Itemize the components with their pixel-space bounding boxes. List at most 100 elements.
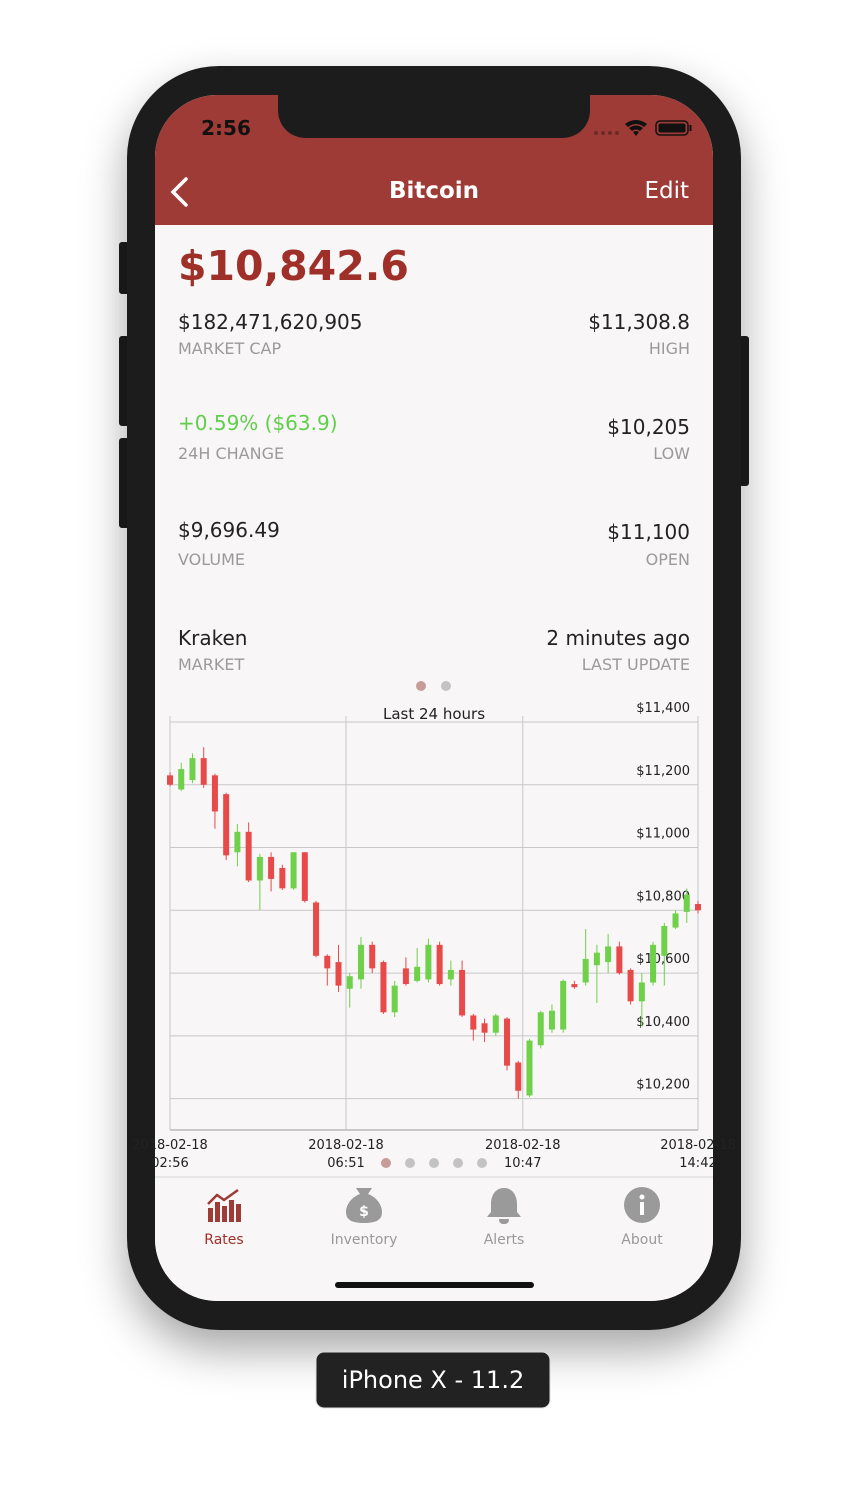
notch: [278, 95, 590, 138]
status-time: 2:56: [201, 116, 251, 140]
page-dot: [477, 1158, 487, 1168]
status-icons: [594, 120, 692, 136]
candle-body: [548, 1010, 555, 1030]
home-indicator: [335, 1282, 534, 1288]
candle-body: [324, 955, 331, 969]
candle-body: [661, 926, 668, 956]
y-tick-label: $10,400: [636, 1015, 690, 1030]
stat-label: MARKET: [178, 655, 245, 674]
tab-bar: [155, 1177, 713, 1301]
edit-button[interactable]: Edit: [644, 178, 689, 204]
about-icon[interactable]: [624, 1187, 660, 1223]
candle-body: [290, 852, 297, 889]
device-label-box: [315, 1351, 551, 1409]
candle-body: [346, 976, 353, 989]
stat-label: LAST UPDATE: [581, 655, 690, 674]
stat-value: Kraken: [178, 626, 248, 650]
page-dot: [441, 681, 451, 691]
candle-body: [167, 775, 173, 785]
tab-label[interactable]: Alerts: [483, 1232, 525, 1248]
candle-body: [504, 1018, 511, 1066]
candle-body: [425, 944, 432, 980]
candle-body: [234, 831, 241, 853]
x-tick-label: 2018-02-18 02:56: [132, 1138, 208, 1171]
stat-value: $182,471,620,905: [178, 310, 363, 334]
y-tick-label: $11,200: [636, 764, 690, 779]
candle-body: [650, 944, 657, 983]
side-button: [119, 438, 129, 528]
candle-body: [268, 856, 275, 879]
alerts-icon[interactable]: [487, 1188, 521, 1224]
candle-body: [605, 946, 612, 963]
page-dot: [405, 1158, 415, 1168]
svg-text:$: $: [359, 1204, 369, 1220]
stat-label: VOLUME: [178, 550, 245, 569]
stat-label: LOW: [653, 444, 690, 463]
candle-body: [593, 952, 600, 966]
candle-body: [223, 794, 230, 856]
page-dot: [381, 1158, 391, 1168]
candle-body: [560, 980, 567, 1030]
x-tick-label: 2018-02-18 06:51: [308, 1138, 384, 1171]
candle-body: [526, 1040, 533, 1096]
candle-body: [515, 1062, 522, 1091]
candle-body: [582, 958, 589, 983]
y-tick-label: $11,000: [636, 827, 690, 842]
candle-body: [470, 1015, 477, 1030]
stat-value: $10,205: [607, 415, 690, 439]
candle-body: [414, 966, 421, 981]
stat-value: $11,100: [607, 520, 690, 544]
side-button: [119, 336, 129, 426]
candle-body: [627, 969, 634, 1002]
candle-body: [402, 968, 409, 985]
candle-body: [695, 904, 701, 911]
x-tick-label: 2018-02-18 14:42: [660, 1138, 736, 1171]
tab-label[interactable]: About: [621, 1232, 663, 1248]
tab-label[interactable]: Rates: [204, 1232, 244, 1248]
stat-label: 24H CHANGE: [178, 444, 285, 463]
stat-value: $9,696.49: [178, 518, 280, 542]
page-dot: [416, 681, 426, 691]
candle-body: [380, 962, 387, 1013]
stat-value: $11,308.8: [588, 310, 690, 334]
candle-body: [683, 894, 690, 912]
candle-body: [335, 962, 342, 986]
candle-body: [492, 1015, 499, 1033]
candle-body: [178, 769, 185, 790]
stat-value: 2 minutes ago: [546, 626, 690, 650]
tab-label[interactable]: Inventory: [330, 1232, 398, 1248]
stat-label: MARKET CAP: [178, 339, 282, 358]
y-tick-label: $10,600: [636, 952, 690, 967]
rates-icon[interactable]: [207, 1188, 241, 1222]
stat-label: HIGH: [648, 339, 690, 358]
candle-body: [481, 1023, 488, 1033]
device-label: iPhone X - 11.2: [341, 1366, 525, 1394]
page-dot: [429, 1158, 439, 1168]
candle-body: [245, 831, 252, 881]
y-tick-label: $10,800: [636, 889, 690, 904]
candle-body: [313, 902, 320, 956]
candle-body: [638, 982, 645, 1002]
candle-body: [357, 944, 364, 980]
side-button: [739, 336, 749, 486]
screen: [155, 95, 713, 1301]
candle-body: [571, 984, 578, 988]
candle-body: [672, 913, 679, 928]
y-tick-label: $11,400: [636, 701, 690, 716]
candle-body: [391, 985, 398, 1013]
page-dot: [453, 1158, 463, 1168]
candle-body: [211, 775, 218, 812]
candle-body: [436, 944, 443, 985]
chart-title: Last 24 hours: [383, 705, 485, 723]
back-button[interactable]: [170, 177, 188, 207]
x-tick-label: 2018-02-18 10:47: [484, 1138, 561, 1171]
candle-body: [616, 946, 623, 974]
stat-value: +0.59% ($63.9): [178, 411, 338, 435]
candle-body: [369, 944, 376, 969]
price: $10,842.6: [178, 242, 409, 290]
candle-body: [200, 758, 207, 785]
y-tick-label: $10,200: [636, 1078, 690, 1093]
inventory-icon[interactable]: $: [346, 1188, 382, 1223]
